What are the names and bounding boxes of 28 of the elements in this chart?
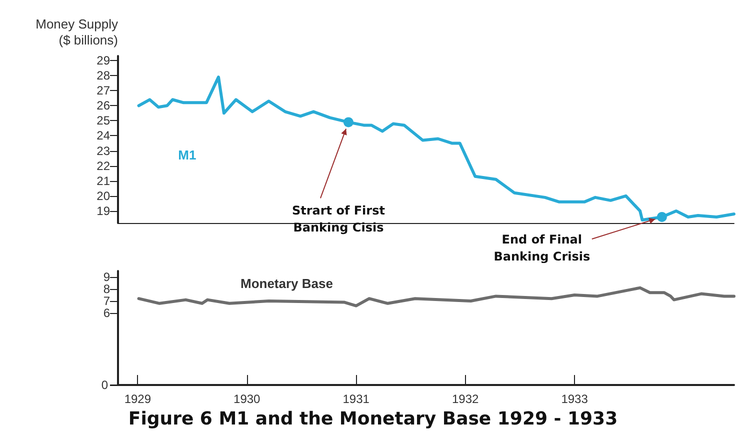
y-tick-label: 26	[96, 98, 110, 113]
y-tick-label: 28	[96, 68, 110, 83]
y-tick-label: 19	[96, 204, 110, 218]
annotation: End of Final Banking Crisis	[494, 232, 590, 264]
x-tick-label: 1930	[234, 392, 261, 406]
y-tick-label: 25	[96, 114, 110, 128]
y-tick-label: 8	[103, 282, 110, 296]
text: M1	[178, 148, 196, 163]
y-tick-label: 6	[103, 306, 110, 320]
y-tick-label: 0	[101, 378, 108, 392]
series-label: Monetary Base	[240, 276, 333, 291]
annotation: Strart of First Banking Cisis	[292, 204, 386, 235]
line-series	[137, 76, 736, 222]
y-tick-label: 24	[96, 128, 110, 143]
x-tick-label: 1929	[124, 392, 152, 406]
text: Figure 6 M1 and the Monetary Base 1929 - 1933	[128, 408, 618, 430]
y-axis-title: Money Supply ($ billions)	[36, 16, 118, 48]
y-tick-label: 22	[96, 158, 110, 173]
y-tick-label: 9	[103, 270, 110, 284]
x-tick-label: 1933	[561, 392, 588, 406]
y-tick-label: 23	[96, 144, 110, 158]
y-tick-label: 20	[96, 188, 110, 203]
y-tick-label: 29	[96, 54, 110, 68]
y-tick-label: 27	[96, 84, 110, 98]
x-tick-label: 1932	[452, 392, 479, 406]
y-tick-label: 7	[103, 294, 110, 308]
y-tick-label: 21	[96, 174, 110, 188]
x-tick-label: 1931	[342, 392, 370, 406]
